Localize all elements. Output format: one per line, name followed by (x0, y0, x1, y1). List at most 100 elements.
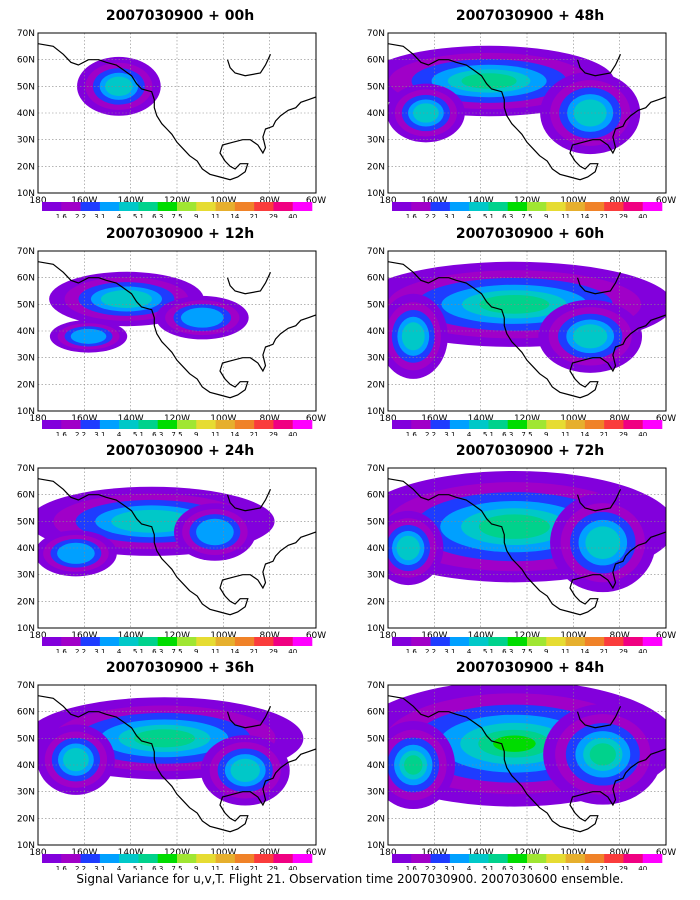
lat-tick-label: 20N (367, 597, 385, 607)
colorbar-swatch (449, 854, 470, 863)
colorbar-label: 1.6 (406, 865, 418, 870)
colorbar-label: 6.3 (152, 648, 163, 653)
lon-tick-label: 60W (306, 414, 326, 424)
map-plot: 180 160W 140W 120W 100W 80W 60W 70N 60N 50N 40N 30N… (367, 681, 676, 870)
lon-tick-label: 140W (118, 414, 144, 424)
colorbar-swatch (546, 202, 566, 211)
variance-contour (230, 758, 260, 782)
colorbar-swatch (623, 420, 644, 429)
colorbar-label: 14 (230, 431, 239, 436)
colorbar-label: 6.3 (502, 213, 513, 218)
colorbar-swatch (157, 854, 178, 863)
colorbar-swatch (196, 202, 216, 211)
lat-tick-label: 60N (17, 274, 35, 284)
variance-contour (413, 103, 439, 123)
colorbar-label: 6.3 (502, 431, 513, 436)
coastline (226, 706, 272, 729)
map-panel: 2007030900 + 84h 180 160W 140W 120W 100W 80W 60… (350, 660, 680, 870)
lon-tick-label: 180 (29, 196, 46, 206)
lat-tick-label: 10N (367, 407, 385, 417)
colorbar-swatch (507, 854, 528, 863)
colorbar-swatch (392, 202, 412, 211)
variance-contour (461, 73, 517, 89)
lon-tick-label: 180 (29, 631, 46, 641)
lon-tick-label: 100W (210, 848, 236, 858)
colorbar-label: 29 (269, 213, 278, 218)
lat-tick-label: 20N (17, 597, 35, 607)
map-frame (37, 250, 317, 412)
lon-tick-label: 120W (514, 631, 540, 641)
colorbar-label: 5.1 (133, 648, 144, 653)
colorbar-swatch (292, 637, 313, 646)
colorbar-label: 29 (619, 213, 628, 218)
colorbar-label: 9 (194, 431, 198, 436)
map-panel: 2007030900 + 24h 180 160W 140W 120W 100W 80W 60… (0, 443, 330, 653)
panel-title: 2007030900 + 48h (455, 8, 605, 24)
colorbar-swatch (604, 637, 624, 646)
lat-tick-label: 30N (367, 136, 385, 146)
lat-tick-label: 30N (367, 788, 385, 798)
colorbar-swatch (42, 637, 62, 646)
lon-tick-label: 180 (379, 196, 396, 206)
colorbar-label: 4 (117, 431, 122, 436)
colorbar-label: 21 (250, 865, 259, 870)
map-plot: 180 160W 140W 120W 100W 80W 60W 70N 60N 50N 40N 30N… (17, 681, 326, 870)
lon-tick-label: 60W (306, 631, 326, 641)
colorbar-label: 9 (544, 648, 548, 653)
map-plot: 180 160W 140W 120W 100W 80W 60W 70N 60N 50N 40N 30N… (367, 464, 676, 653)
lon-tick-label: 80W (259, 414, 279, 424)
colorbar-label: 7.5 (521, 431, 532, 436)
lat-tick-label: 40N (367, 109, 385, 119)
colorbar-label: 29 (619, 648, 628, 653)
colorbar-swatch (273, 420, 294, 429)
lon-tick-label: 140W (468, 631, 494, 641)
lat-tick-label: 60N (17, 56, 35, 66)
lat-tick-label: 20N (17, 162, 35, 172)
colorbar-swatch (61, 854, 81, 863)
map-frame (37, 467, 317, 629)
colorbar-swatch (292, 854, 313, 863)
colorbar-swatch (196, 854, 216, 863)
colorbar-swatch (565, 420, 586, 429)
map-frame (37, 32, 317, 194)
panel-title: 2007030900 + 84h (455, 660, 605, 676)
colorbar-swatch (42, 202, 62, 211)
colorbar-label: 5.1 (133, 865, 144, 870)
lon-tick-label: 60W (306, 848, 326, 858)
variance-contour (478, 514, 550, 539)
colorbar-swatch (642, 202, 663, 211)
lat-tick-label: 30N (17, 788, 35, 798)
colorbar-label: 6.3 (502, 648, 513, 653)
colorbar-swatch (546, 637, 566, 646)
lon-tick-label: 60W (656, 631, 676, 641)
panel-title: 2007030900 + 00h (105, 8, 255, 24)
colorbar-label: 7.5 (521, 648, 532, 653)
colorbar-label: 3.1 (444, 431, 455, 436)
colorbar-swatch (234, 637, 255, 646)
colorbar-swatch (42, 854, 62, 863)
colorbar-label: 1.6 (406, 213, 418, 218)
lat-tick-label: 20N (367, 814, 385, 824)
colorbar-label: 7.5 (171, 865, 182, 870)
colorbar-label: 4 (467, 213, 472, 218)
coastline (576, 489, 622, 512)
colorbar-swatch (604, 854, 624, 863)
colorbar-swatch (99, 420, 120, 429)
lon-tick-label: 140W (468, 848, 494, 858)
colorbar-swatch (80, 637, 101, 646)
colorbar-label: 21 (250, 431, 259, 436)
colorbar-swatch (584, 420, 605, 429)
map-panel: 2007030900 + 48h 180 160W 140W 120W 100W 80W 60… (350, 8, 680, 218)
lat-tick-label: 40N (367, 761, 385, 771)
colorbar-swatch (234, 202, 255, 211)
colorbar-swatch (507, 637, 528, 646)
colorbar-swatch (292, 420, 313, 429)
lon-tick-label: 100W (560, 414, 586, 424)
lat-tick-label: 70N (367, 464, 385, 474)
colorbar-swatch (215, 854, 236, 863)
colorbar-label: 21 (600, 431, 609, 436)
colorbar-label: 9 (544, 865, 548, 870)
lat-tick-label: 60N (17, 491, 35, 501)
colorbar-label: 4 (117, 865, 122, 870)
colorbar-swatch (392, 854, 412, 863)
